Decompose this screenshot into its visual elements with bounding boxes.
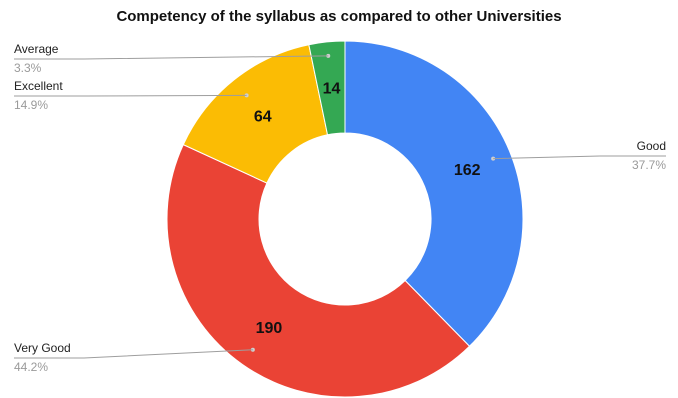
slice-values-layer: 162 190 64 14 [254,81,481,337]
leader-line-excellent [14,94,247,97]
label-percent-good: 37.7% [632,158,666,172]
slice-value-excellent: 64 [254,109,272,126]
label-name-excellent: Excellent [14,79,63,93]
label-name-average: Average [14,42,59,56]
slice-value-very-good: 190 [256,320,283,337]
label-percent-average: 3.3% [14,61,42,75]
slices-layer [166,40,524,398]
leader-line-good [493,155,666,160]
leader-lines-layer [14,53,666,359]
label-name-very-good: Very Good [14,341,71,355]
slice-very-good [166,143,471,398]
leader-line-average [14,55,329,60]
label-percent-excellent: 14.9% [14,98,48,112]
label-name-good: Good [637,139,666,153]
slice-value-average: 14 [323,81,341,98]
leader-line-very-good [14,349,253,359]
slice-value-good: 162 [454,162,481,179]
label-percent-very-good: 44.2% [14,360,48,374]
slice-good [344,40,524,347]
outside-labels-layer: Good 37.7% Very Good 44.2% Excellent 14.9% Ave… [14,42,666,374]
chart-title: Competency of the syllabus as compared t… [116,8,562,25]
slice-average [308,40,346,136]
